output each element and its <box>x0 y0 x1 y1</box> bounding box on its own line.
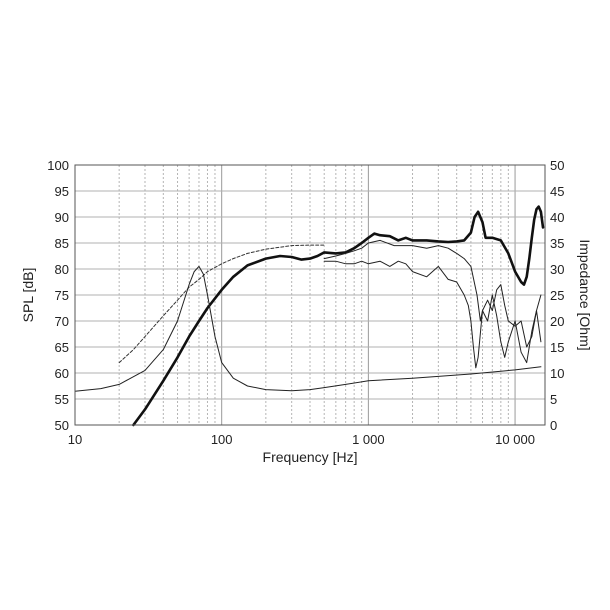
right-y-tick-label: 10 <box>550 366 564 381</box>
tick-labels: 50 55 60 65 70 75 80 85 90 95 100 0 5 10 15 20 25 30 35 40 4… <box>47 158 564 447</box>
left-y-tick-label: 50 <box>55 418 69 433</box>
left-y-tick-label: 85 <box>55 236 69 251</box>
left-y-tick-label: 95 <box>55 184 69 199</box>
series-line-4 <box>118 244 325 364</box>
right-y-tick-label: 30 <box>550 262 564 277</box>
right-y-tick-label: 25 <box>550 288 564 303</box>
series-layer <box>74 205 545 427</box>
x-tick-label: 100 <box>211 432 233 447</box>
left-y-axis-label: SPL [dB] <box>20 268 36 323</box>
right-y-tick-label: 45 <box>550 184 564 199</box>
series-line-3 <box>323 260 542 369</box>
plot-frame <box>74 164 546 426</box>
right-y-tick-label: 0 <box>550 418 557 433</box>
right-y-tick-label: 20 <box>550 314 564 329</box>
x-tick-label: 1 000 <box>352 432 385 447</box>
right-y-tick-label: 50 <box>550 158 564 173</box>
x-axis-label: Frequency [Hz] <box>263 449 358 465</box>
left-y-tick-label: 70 <box>55 314 69 329</box>
x-tick-label: 10 <box>68 432 82 447</box>
left-y-tick-label: 80 <box>55 262 69 277</box>
right-y-tick-label: 15 <box>550 340 564 355</box>
left-y-tick-label: 55 <box>55 392 69 407</box>
left-y-tick-label: 100 <box>47 158 69 173</box>
right-y-axis-label: Impedance [Ohm] <box>577 239 593 350</box>
right-y-tick-label: 35 <box>550 236 564 251</box>
x-tick-label: 10 000 <box>495 432 535 447</box>
series-line-1 <box>132 205 545 427</box>
left-y-tick-label: 65 <box>55 340 69 355</box>
right-y-tick-label: 5 <box>550 392 557 407</box>
left-y-tick-label: 60 <box>55 366 69 381</box>
grid <box>75 165 545 425</box>
right-y-tick-label: 40 <box>550 210 564 225</box>
left-y-tick-label: 90 <box>55 210 69 225</box>
series-line-5 <box>74 265 542 392</box>
left-y-tick-label: 75 <box>55 288 69 303</box>
